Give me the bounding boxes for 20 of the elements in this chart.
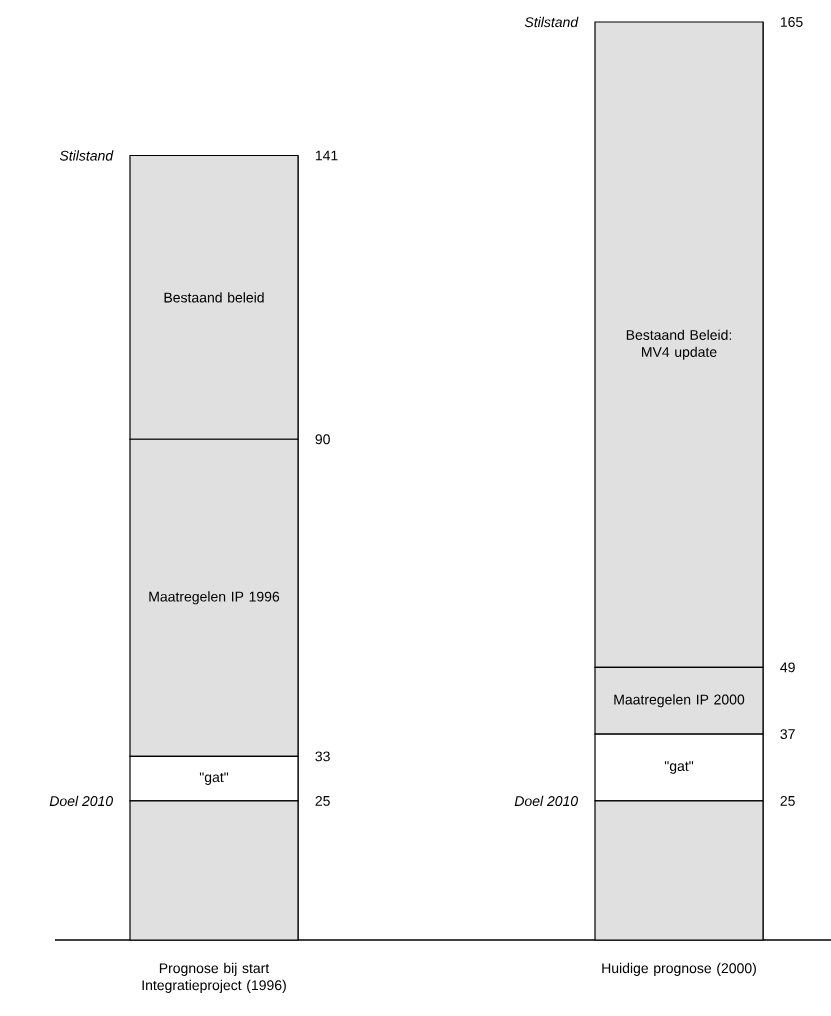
y-tick-label: 25 — [780, 795, 795, 806]
text: Doel 2010 — [514, 795, 578, 807]
y-tick-label: 141 — [315, 150, 338, 161]
text: Stilstand — [59, 150, 114, 161]
y-tick-label: 165 — [780, 17, 803, 27]
x-tick-label: Huidige prognose (2000) — [602, 962, 756, 976]
series-label: Bestaand Beleid: MV4 update — [626, 329, 732, 360]
series-label: Maatregelen IP 2000 — [614, 694, 745, 708]
y-tick-label: 33 — [315, 751, 330, 762]
series-label: Maatregelen IP 1996 — [149, 591, 280, 605]
series-label: "gat" — [664, 761, 694, 774]
text: Stilstand — [524, 16, 579, 28]
y-tick-label: 37 — [780, 729, 795, 740]
x-tick-label: Prognose bij start Integratieproject (1996) — [142, 962, 286, 993]
y-tick-label: 49 — [780, 662, 795, 673]
y-tick-label: 25 — [315, 795, 330, 806]
text: Doel 2010 — [49, 795, 113, 807]
series-label: Bestaand beleid — [164, 292, 264, 303]
series-label: "gat" — [199, 772, 229, 785]
y-tick-label: 90 — [315, 434, 330, 445]
